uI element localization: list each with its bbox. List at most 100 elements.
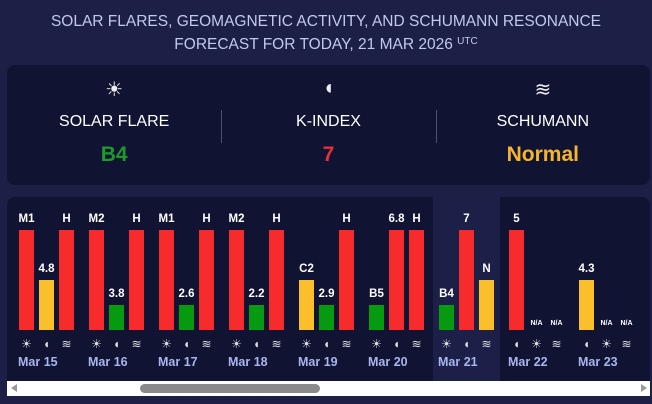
bar-column-sun: N/A bbox=[529, 320, 544, 330]
bar bbox=[579, 280, 594, 330]
bar bbox=[459, 230, 474, 330]
scroll-left-icon[interactable] bbox=[11, 384, 17, 392]
date-label: Mar 19 bbox=[298, 355, 338, 369]
bar-column-sun: M2 bbox=[229, 213, 245, 330]
summary-k-index: ◖ K-INDEX 7 bbox=[221, 65, 435, 185]
bar bbox=[439, 305, 454, 330]
horizontal-scrollbar[interactable] bbox=[7, 381, 650, 396]
bar-column-waves: N/A bbox=[549, 320, 564, 330]
waves-icon: ≋ bbox=[621, 337, 632, 351]
bar bbox=[389, 230, 404, 330]
bar-column-magnet: 2.6 bbox=[179, 288, 195, 330]
bar-label: H bbox=[342, 213, 351, 225]
summary-card: ☀ SOLAR FLARE B4 ◖ K-INDEX 7 ≋ SCHUMANN … bbox=[7, 65, 650, 185]
bar-column-sun: M1 bbox=[18, 213, 35, 330]
bar-column-sun: N/A bbox=[599, 320, 614, 330]
bar-column-magnet: 5 bbox=[509, 213, 524, 330]
date-label: Mar 15 bbox=[18, 355, 58, 369]
magnet-icon: ◖ bbox=[182, 337, 191, 351]
bar-label: M1 bbox=[158, 213, 175, 225]
timezone-label: UTC bbox=[457, 36, 478, 47]
magnet-icon: ◖ bbox=[112, 337, 121, 351]
bar-label: M1 bbox=[18, 213, 35, 225]
bar-label: N bbox=[482, 263, 491, 275]
summary-solar-flare: ☀ SOLAR FLARE B4 bbox=[7, 65, 221, 185]
bar-column-waves: H bbox=[339, 213, 354, 330]
bar-label: 2.9 bbox=[318, 288, 335, 300]
bar-label: N/A bbox=[600, 320, 613, 327]
bar-label: C2 bbox=[299, 263, 314, 275]
bar bbox=[129, 230, 144, 330]
bar-label: B5 bbox=[369, 288, 384, 300]
sun-icon: ☀ bbox=[231, 337, 242, 351]
date-label: Mar 16 bbox=[88, 355, 128, 369]
bar bbox=[249, 305, 264, 330]
bar bbox=[159, 230, 174, 330]
bar-column-waves: H bbox=[269, 213, 284, 330]
bar-label: 4.8 bbox=[38, 263, 55, 275]
magnet-icon: ◖ bbox=[582, 337, 591, 351]
sun-icon: ☀ bbox=[601, 337, 612, 351]
date-label: Mar 20 bbox=[368, 355, 408, 369]
bar-label: H bbox=[62, 213, 71, 225]
sun-icon: ☀ bbox=[301, 337, 312, 351]
sun-icon: ☀ bbox=[161, 337, 172, 351]
bar-label: N/A bbox=[550, 320, 563, 327]
bar bbox=[39, 280, 54, 330]
summary-label: K-INDEX bbox=[296, 113, 361, 130]
bar bbox=[269, 230, 284, 330]
bar bbox=[509, 230, 524, 330]
bar bbox=[89, 230, 104, 330]
bar-label: M2 bbox=[88, 213, 105, 225]
bar bbox=[299, 280, 314, 330]
bar-column-magnet: 2.2 bbox=[249, 288, 265, 330]
bar bbox=[229, 230, 244, 330]
bar bbox=[59, 230, 74, 330]
scrollbar-thumb[interactable] bbox=[140, 384, 320, 393]
bar bbox=[179, 305, 194, 330]
bar-column-magnet: 4.8 bbox=[38, 263, 55, 330]
bar-column-waves: N/A bbox=[619, 320, 634, 330]
bar-column-waves: H bbox=[409, 213, 424, 330]
sun-icon: ☀ bbox=[105, 79, 124, 101]
day-group: 5 ◖ N/A ☀ N/A ≋ Mar 22 bbox=[508, 197, 569, 381]
waves-icon: ≋ bbox=[61, 337, 72, 351]
waves-icon: ≋ bbox=[201, 337, 212, 351]
bar-column-sun: B4 bbox=[439, 288, 454, 330]
summary-value: Normal bbox=[506, 143, 579, 166]
summary-schumann: ≋ SCHUMANN Normal bbox=[435, 65, 650, 185]
bar bbox=[109, 305, 124, 330]
bar-label: 5 bbox=[513, 213, 520, 225]
sun-icon: ☀ bbox=[371, 337, 382, 351]
day-group: M1 ☀ 4.8 ◖ H ≋ Mar 15 bbox=[18, 197, 79, 381]
bar bbox=[319, 305, 334, 330]
page-title: SOLAR FLARES, GEOMAGNETIC ACTIVITY, AND … bbox=[0, 10, 652, 56]
bar-column-sun: M1 bbox=[158, 213, 175, 330]
day-group: M2 ☀ 2.2 ◖ H ≋ Mar 18 bbox=[228, 197, 289, 381]
bar bbox=[339, 230, 354, 330]
magnet-icon: ◖ bbox=[252, 337, 261, 351]
waves-icon: ≋ bbox=[481, 337, 492, 351]
scroll-right-icon[interactable] bbox=[641, 384, 647, 392]
summary-value: B4 bbox=[100, 143, 128, 166]
day-group: 4.3 ◖ N/A ☀ N/A ≋ Mar 23 bbox=[578, 197, 639, 381]
bar-label: N/A bbox=[530, 320, 543, 327]
summary-value: 7 bbox=[322, 143, 335, 166]
day-group: M2 ☀ 3.8 ◖ H ≋ Mar 16 bbox=[88, 197, 149, 381]
bar-column-waves: H bbox=[59, 213, 74, 330]
sun-icon: ☀ bbox=[91, 337, 102, 351]
summary-label: SCHUMANN bbox=[496, 113, 590, 130]
bar-column-magnet: 6.8 bbox=[389, 213, 405, 330]
sun-icon: ☀ bbox=[441, 337, 452, 351]
bar bbox=[199, 230, 214, 330]
bar-column-magnet: 2.9 bbox=[318, 288, 335, 330]
waves-icon: ≋ bbox=[551, 337, 562, 351]
title-date: FORECAST FOR TODAY, 21 MAR 2026 bbox=[174, 36, 453, 53]
bar-column-waves: N bbox=[479, 263, 494, 330]
bar bbox=[479, 280, 494, 330]
bar-label: H bbox=[202, 213, 211, 225]
magnet-icon: ◖ bbox=[322, 77, 335, 99]
bar bbox=[19, 230, 34, 330]
bar-column-sun: C2 bbox=[299, 263, 314, 330]
bar-label: H bbox=[412, 213, 421, 225]
